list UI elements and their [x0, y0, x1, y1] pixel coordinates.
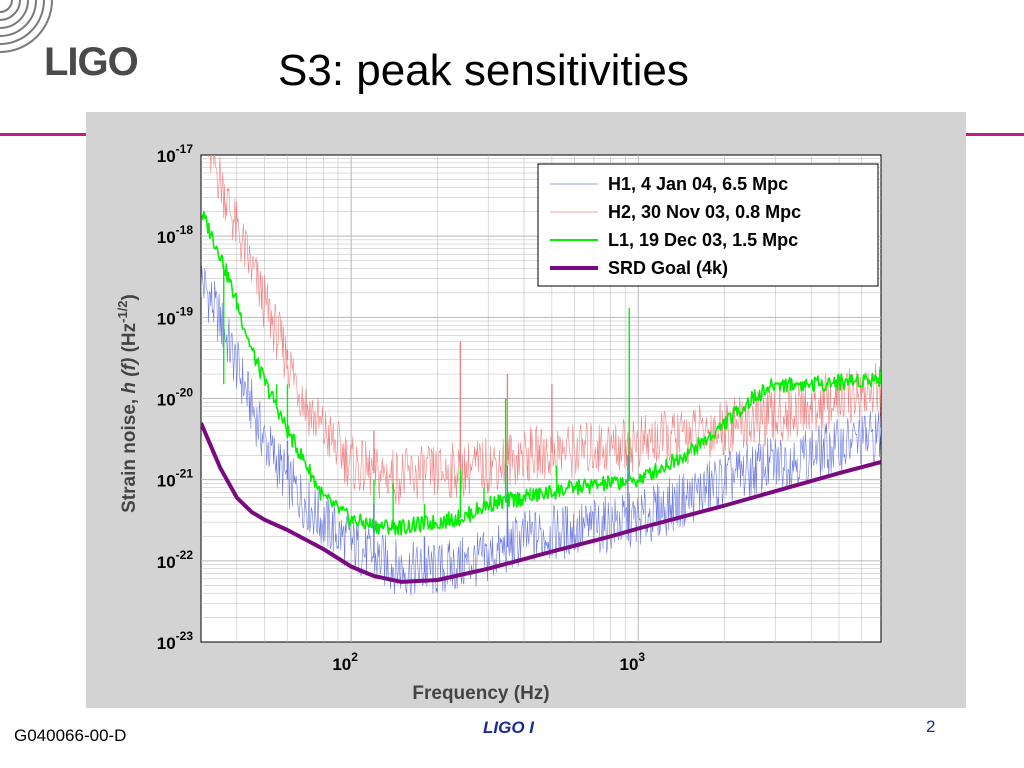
y-label-close: ) — [119, 294, 140, 300]
y-tick-exponent: -21 — [176, 467, 194, 481]
x-tick-exponent: 2 — [351, 650, 358, 664]
y-tick-base: 10 — [157, 228, 176, 247]
y-tick-exponent: -20 — [176, 386, 194, 400]
y-tick-label: 10-19 — [157, 304, 194, 328]
y-tick-exponent: -19 — [176, 304, 194, 318]
y-tick-base: 10 — [157, 391, 176, 410]
legend-label-2: L1, 19 Dec 03, 1.5 Mpc — [608, 230, 798, 250]
y-tick-exponent: -22 — [176, 548, 194, 562]
y-tick-exponent: -23 — [176, 629, 194, 643]
x-tick-label: 102 — [332, 650, 358, 674]
y-tick-label: 10-22 — [157, 548, 194, 572]
ligo-logo: LIGO — [44, 40, 139, 84]
y-tick-base: 10 — [157, 147, 176, 166]
y-axis-label: Strain noise, h (f) (Hz-1/2) — [115, 294, 140, 513]
y-tick-label: 10-17 — [157, 142, 194, 166]
y-tick-label: 10-20 — [157, 386, 194, 410]
y-label-main: Strain noise, — [119, 394, 140, 513]
y-label-f: (f) — [119, 358, 140, 382]
x-tick-base: 10 — [332, 655, 351, 674]
y-tick-exponent: -17 — [176, 142, 194, 156]
x-tick-base: 10 — [620, 655, 639, 674]
footer-document-id: G040066-00-D — [14, 726, 127, 745]
y-tick-base: 10 — [157, 553, 176, 572]
slide-title: S3: peak sensitivities — [278, 46, 689, 95]
series-line-3 — [201, 422, 881, 584]
y-tick-label: 10-21 — [157, 467, 194, 491]
x-tick-label: 103 — [620, 650, 646, 674]
page-number: 2 — [926, 717, 936, 736]
y-tick-exponent: -18 — [176, 223, 194, 237]
x-tick-exponent: 3 — [638, 650, 645, 664]
y-tick-base: 10 — [157, 309, 176, 328]
y-label-h: h — [119, 382, 140, 394]
series-line-2 — [201, 210, 881, 536]
legend-label-1: H2, 30 Nov 03, 0.8 Mpc — [608, 202, 801, 222]
legend-label-3: SRD Goal (4k) — [608, 258, 728, 278]
legend-label-0: H1, 4 Jan 04, 6.5 Mpc — [608, 174, 788, 194]
y-label-hz: (Hz — [119, 323, 140, 358]
y-tick-base: 10 — [157, 472, 176, 491]
y-tick-base: 10 — [157, 634, 176, 653]
y-label-exponent: -1/2 — [115, 300, 130, 322]
x-axis-label: Frequency (Hz) — [412, 683, 549, 704]
series-group — [201, 155, 881, 596]
y-tick-label: 10-18 — [157, 223, 194, 247]
legend: H1, 4 Jan 04, 6.5 Mpc H2, 30 Nov 03, 0.8 … — [537, 163, 879, 287]
footer-center-label: LIGO I — [483, 718, 534, 737]
series-line-0 — [201, 266, 881, 596]
y-tick-label: 10-23 — [157, 629, 194, 653]
